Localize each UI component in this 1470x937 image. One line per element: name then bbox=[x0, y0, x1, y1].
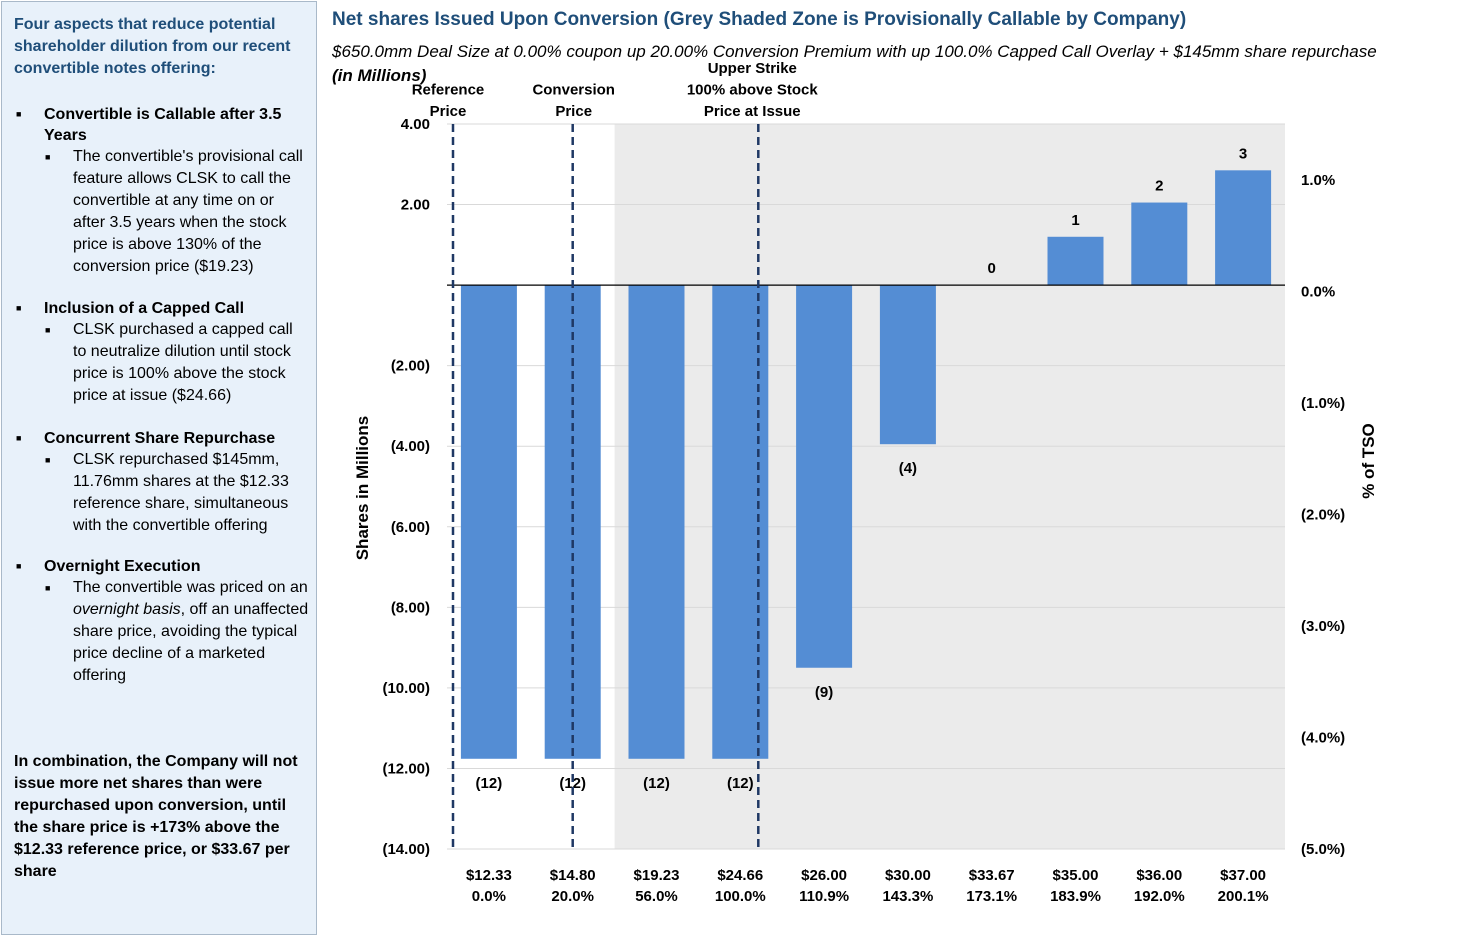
x-tick-label: $19.23 bbox=[634, 867, 680, 884]
aspect-overnight: ■ Overnight Execution ■ The convertible wa… bbox=[14, 556, 310, 687]
data-label: (12) bbox=[476, 775, 503, 792]
x-tick-sublabel: 143.3% bbox=[882, 888, 933, 905]
x-tick-sublabel: 192.0% bbox=[1134, 888, 1185, 905]
x-tick-sublabel: 173.1% bbox=[966, 888, 1017, 905]
bar bbox=[628, 285, 685, 759]
y2-tick-label: (3.0%) bbox=[1301, 618, 1345, 635]
x-tick-label: $33.67 bbox=[969, 867, 1015, 884]
x-tick-label: $12.33 bbox=[466, 867, 512, 884]
bullet-icon: ■ bbox=[16, 109, 22, 119]
sidebar-panel: Four aspects that reduce potential share… bbox=[1, 1, 317, 935]
chart-unit-label: (in Millions) bbox=[332, 66, 427, 85]
bullet-icon: ■ bbox=[45, 325, 51, 335]
x-tick-sublabel: 100.0% bbox=[715, 888, 766, 905]
bullet-icon: ■ bbox=[45, 152, 51, 162]
y-tick-label: (2.00) bbox=[391, 358, 430, 375]
bar bbox=[1047, 236, 1104, 286]
chart-subtitle: $650.0mm Deal Size at 0.00% coupon up 20… bbox=[332, 42, 1377, 61]
bullet-icon: ■ bbox=[16, 303, 22, 313]
x-tick-sublabel: 0.0% bbox=[472, 888, 506, 905]
x-tick-label: $26.00 bbox=[801, 867, 847, 884]
y-tick-label: (10.00) bbox=[382, 680, 430, 697]
x-tick-label: $24.66 bbox=[717, 867, 763, 884]
x-tick-label: $14.80 bbox=[550, 867, 596, 884]
x-tick-sublabel: 200.1% bbox=[1218, 888, 1269, 905]
aspect-title: Concurrent Share Repurchase bbox=[44, 430, 276, 447]
x-tick-label: $35.00 bbox=[1053, 867, 1099, 884]
y-tick-label: 2.00 bbox=[401, 197, 430, 214]
x-tick-label: $37.00 bbox=[1220, 867, 1266, 884]
aspect-body-post: , off an unaffected share price, avoidin… bbox=[73, 601, 309, 684]
bullet-icon: ■ bbox=[16, 561, 22, 571]
data-label: 1 bbox=[1071, 212, 1079, 229]
y-tick-label: 4.00 bbox=[401, 116, 430, 133]
y-axis-title: Shares in Millions bbox=[353, 416, 372, 561]
data-label: (12) bbox=[559, 775, 586, 792]
data-label: (4) bbox=[899, 460, 917, 477]
sidebar-intro: Four aspects that reduce potential share… bbox=[14, 16, 291, 77]
bar bbox=[879, 285, 936, 445]
bar bbox=[460, 285, 517, 759]
aspect-body-pre: The convertible was priced on an bbox=[73, 579, 308, 596]
bullet-icon: ■ bbox=[45, 455, 51, 465]
reference-line-label: 100% above Stock bbox=[687, 82, 819, 99]
y-tick-label: (12.00) bbox=[382, 760, 430, 777]
bar bbox=[796, 285, 853, 668]
aspect-body: The convertible's provisional call featu… bbox=[73, 148, 303, 275]
reference-line-label: Reference bbox=[412, 82, 485, 99]
reference-line-label: Price bbox=[555, 103, 592, 120]
bullet-icon: ■ bbox=[16, 433, 22, 443]
reference-line-label: Price bbox=[430, 103, 467, 120]
aspect-title: Inclusion of a Capped Call bbox=[44, 300, 245, 317]
aspect-body-emphasis: overnight basis bbox=[73, 601, 181, 618]
aspect-callable: ■ Convertible is Callable after 3.5 Years… bbox=[14, 104, 310, 278]
y-tick-label: (6.00) bbox=[391, 519, 430, 536]
reference-line-label: Price at Issue bbox=[704, 103, 801, 120]
bar bbox=[712, 285, 769, 759]
aspect-capped-call: ■ Inclusion of a Capped Call ■ CLSK purcha… bbox=[14, 298, 310, 407]
y2-tick-label: (1.0%) bbox=[1301, 395, 1345, 412]
y2-tick-label: (2.0%) bbox=[1301, 506, 1345, 523]
y-tick-label: (4.00) bbox=[391, 438, 430, 455]
data-label: 2 bbox=[1155, 178, 1163, 195]
x-tick-sublabel: 56.0% bbox=[635, 888, 678, 905]
aspect-title: Overnight Execution bbox=[44, 558, 201, 575]
reference-line-label: Conversion bbox=[532, 82, 615, 99]
chart-title: Net shares Issued Upon Conversion (Grey … bbox=[332, 9, 1187, 30]
aspect-title: Convertible is Callable after 3.5 Years bbox=[44, 106, 282, 144]
y2-tick-label: 0.0% bbox=[1301, 283, 1335, 300]
data-label: 3 bbox=[1239, 145, 1247, 162]
x-tick-label: $36.00 bbox=[1136, 867, 1182, 884]
aspect-body: CLSK repurchased $145mm, 11.76mm shares … bbox=[73, 451, 289, 534]
x-tick-sublabel: 183.9% bbox=[1050, 888, 1101, 905]
y2-tick-label: (5.0%) bbox=[1301, 841, 1345, 858]
y2-axis-title: % of TSO bbox=[1359, 423, 1378, 499]
y2-tick-label: 1.0% bbox=[1301, 172, 1335, 189]
sidebar-conclusion: In combination, the Company will not iss… bbox=[14, 753, 298, 880]
y-tick-label: (14.00) bbox=[382, 841, 430, 858]
bullet-icon: ■ bbox=[45, 583, 51, 593]
aspect-body: CLSK purchased a capped call to neutrali… bbox=[73, 321, 293, 404]
y-tick-label: (8.00) bbox=[391, 599, 430, 616]
data-label: 0 bbox=[988, 260, 996, 277]
data-label: (12) bbox=[727, 775, 754, 792]
y2-tick-label: (4.0%) bbox=[1301, 729, 1345, 746]
data-label: (12) bbox=[643, 775, 670, 792]
data-label: (9) bbox=[815, 684, 833, 701]
x-tick-label: $30.00 bbox=[885, 867, 931, 884]
x-tick-sublabel: 20.0% bbox=[551, 888, 594, 905]
x-tick-sublabel: 110.9% bbox=[799, 888, 849, 905]
reference-line-label: Upper Strike bbox=[708, 60, 797, 77]
aspect-repurchase: ■ Concurrent Share Repurchase ■ CLSK repur… bbox=[14, 428, 310, 537]
bar bbox=[1215, 170, 1272, 286]
bar bbox=[1131, 202, 1188, 286]
